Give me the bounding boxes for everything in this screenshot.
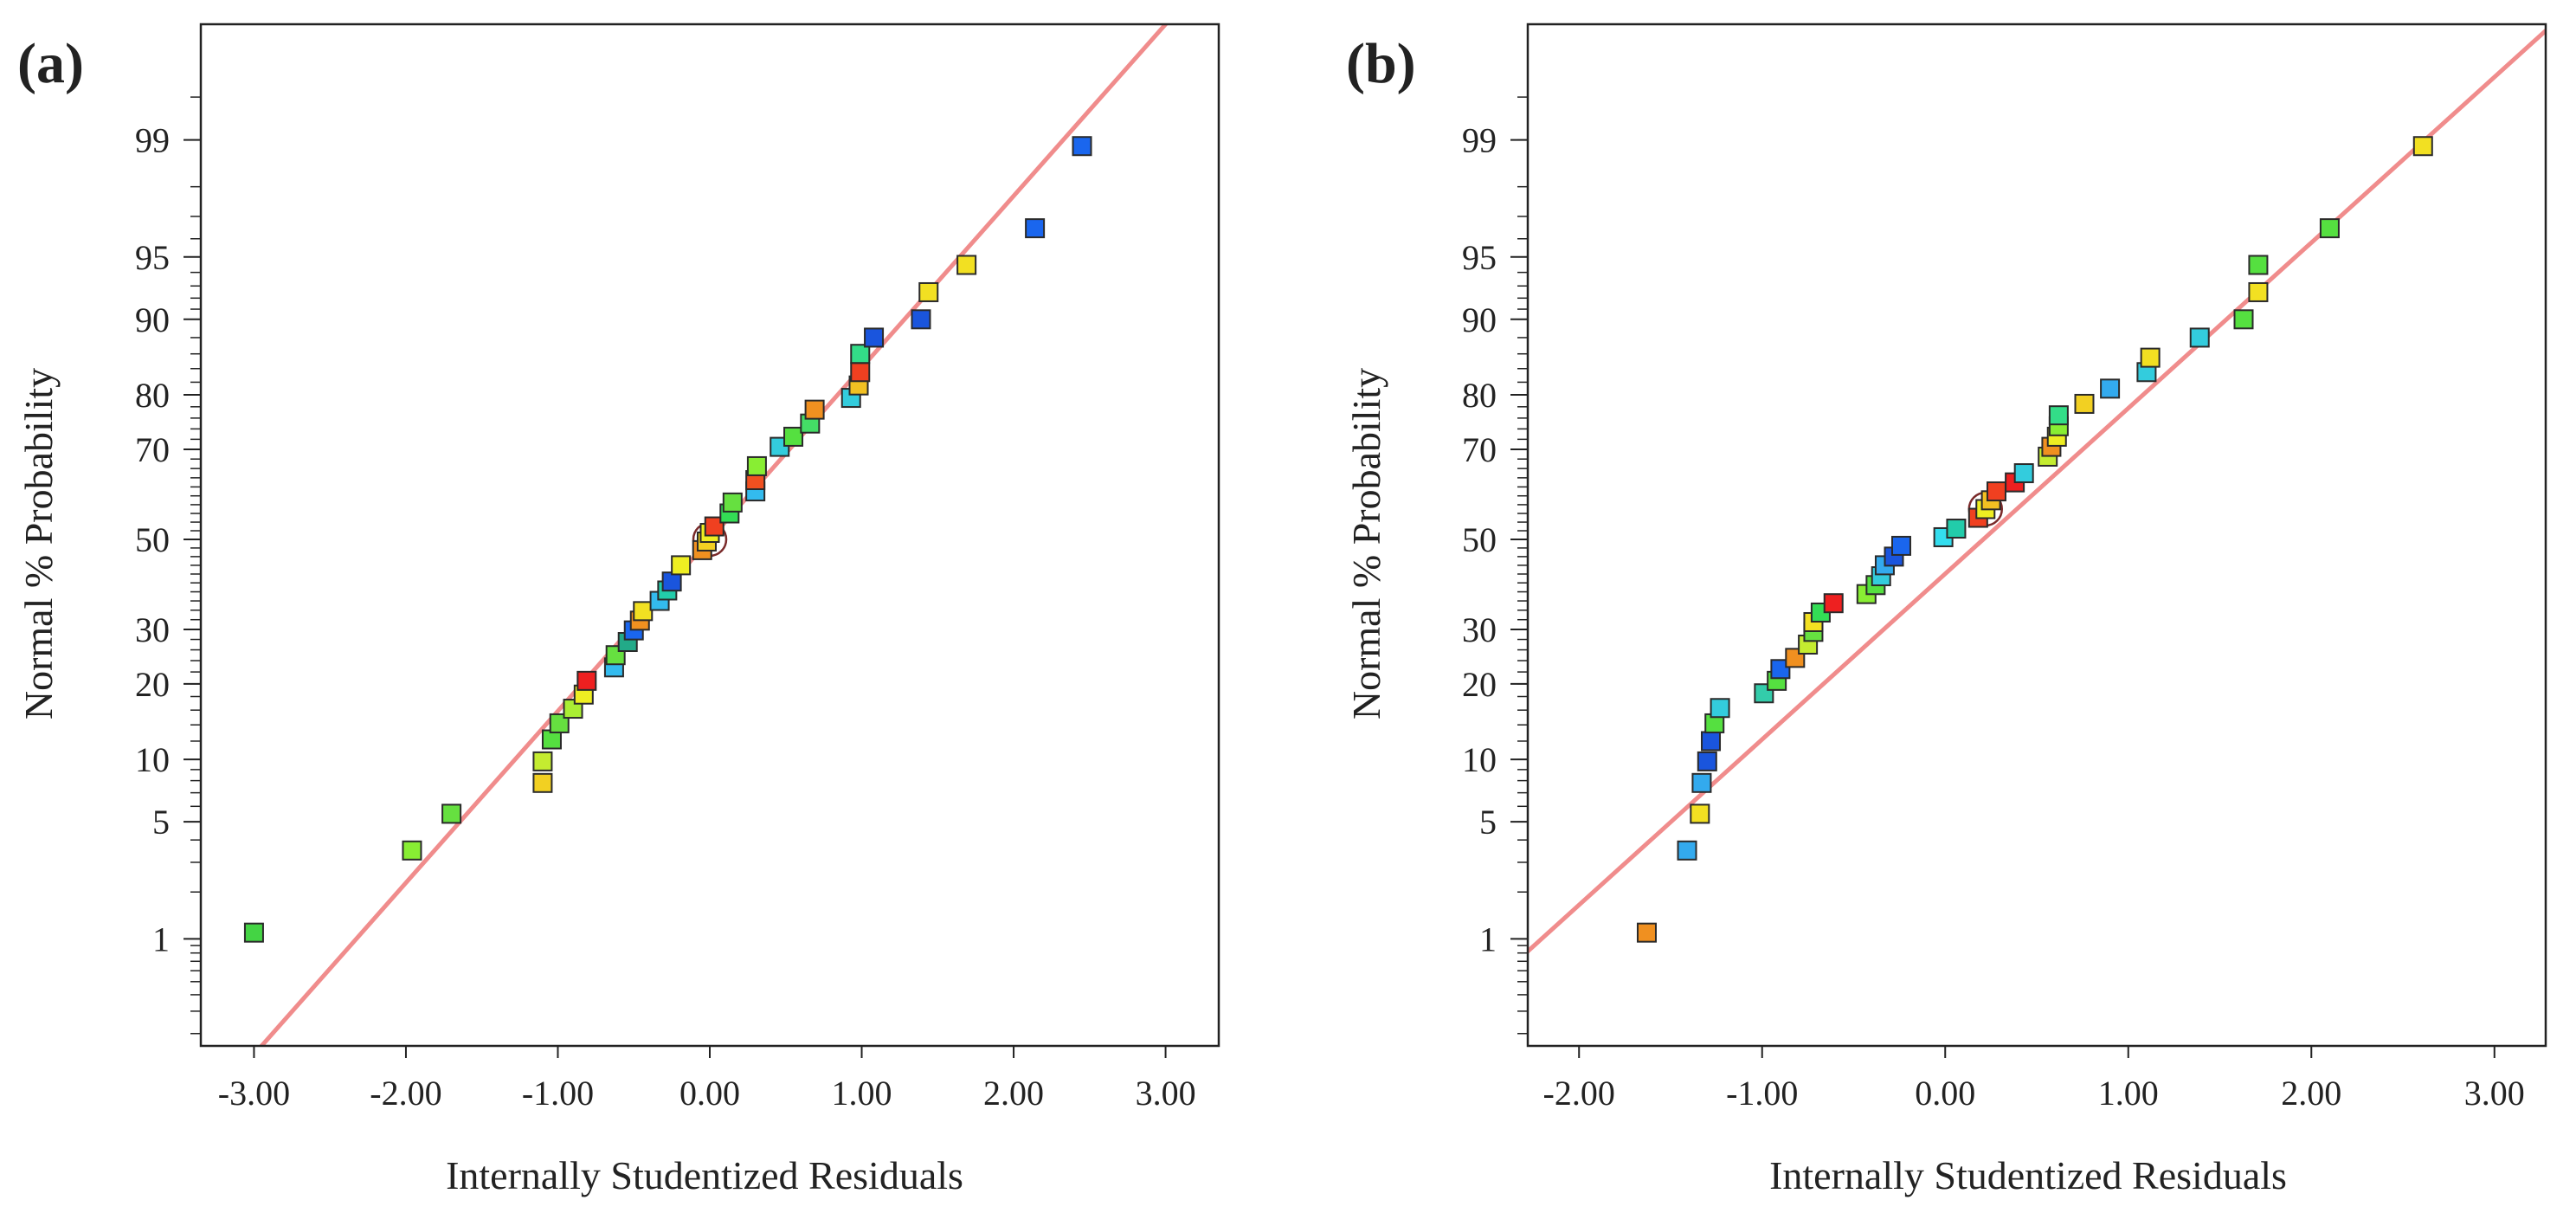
y-tick-label-b-1: 1: [1479, 919, 1497, 958]
axes-b: 1 5 10 20 30 50 70 80 90 95 99 -2.00 -1.00 0.00 1.00 2.…: [1462, 96, 2525, 1113]
y-tick-label-b-99: 99: [1462, 121, 1497, 160]
y-tick-label-b-10: 10: [1462, 740, 1497, 779]
y-tick-label-a-80: 80: [135, 376, 170, 415]
plot-area-b: [1528, 28, 2546, 955]
x-tick-label-b-0.00: 0.00: [1915, 1074, 1975, 1113]
data-point-a-16: [633, 601, 654, 622]
data-point-b-45: [2319, 218, 2340, 239]
data-point-b-3: [1690, 803, 1710, 824]
data-point-b-36: [2048, 405, 2069, 426]
x-tick-label-a--3.00: -3.00: [218, 1074, 290, 1113]
data-point-b-17: [1823, 593, 1844, 614]
y-tick-label-a-90: 90: [135, 300, 170, 339]
x-axis-title-b: Internally Studentized Residuals: [1769, 1153, 2287, 1197]
axes-a: 1 5 10 20 30 50 70 80 90 95 99 -3.00 -2.00 -1.00 0.00 1…: [135, 96, 1196, 1113]
panel-label-a: (a): [17, 32, 84, 95]
panel-label-b: (b): [1346, 32, 1416, 95]
data-point-a-33: [804, 399, 825, 420]
x-tick-label-a-2.00: 2.00: [983, 1074, 1044, 1113]
x-axis-title-a: Internally Studentized Residuals: [446, 1153, 963, 1197]
data-point-a-42: [1025, 218, 1046, 239]
x-tick-label-a-0.00: 0.00: [679, 1074, 740, 1113]
y-tick-label-b-90: 90: [1462, 300, 1497, 339]
y-tick-label-b-50: 50: [1462, 520, 1497, 559]
plot-area-a: [243, 24, 1169, 1046]
data-point-a-10: [576, 670, 597, 691]
x-tick-label-b-2.00: 2.00: [2281, 1074, 2341, 1113]
y-axis-title-b: Normal % Probability: [1344, 368, 1388, 719]
data-point-b-23: [1890, 535, 1911, 556]
y-tick-label-a-30: 30: [135, 610, 170, 649]
data-point-b-37: [2074, 393, 2095, 414]
data-point-b-42: [2233, 309, 2254, 330]
y-tick-label-a-50: 50: [135, 520, 170, 559]
x-tick-label-a--2.00: -2.00: [370, 1074, 441, 1113]
data-point-a-4: [532, 772, 553, 793]
y-tick-label-a-1: 1: [152, 919, 170, 958]
data-point-a-2: [402, 840, 422, 861]
data-point-a-26: [722, 492, 743, 513]
data-point-a-41: [956, 255, 977, 275]
data-point-b-11: [1770, 659, 1791, 680]
data-point-a-3: [441, 803, 462, 824]
y-tick-label-b-95: 95: [1462, 238, 1497, 277]
y-tick-label-a-20: 20: [135, 665, 170, 704]
data-point-a-5: [532, 751, 553, 771]
data-point-b-5: [1697, 751, 1717, 771]
data-point-a-7: [549, 713, 570, 733]
y-tick-label-a-5: 5: [152, 803, 170, 842]
data-point-a-31: [783, 426, 804, 447]
y-tick-label-b-30: 30: [1462, 610, 1497, 649]
x-tick-label-b--1.00: -1.00: [1726, 1074, 1798, 1113]
panel-a: (a) Normal % Probability Internally Stud…: [16, 23, 1220, 1197]
data-point-b-8: [1710, 698, 1730, 719]
y-tick-label-b-80: 80: [1462, 376, 1497, 415]
y-tick-label-b-20: 20: [1462, 665, 1497, 704]
data-point-b-40: [2140, 347, 2161, 368]
data-point-b-46: [2412, 136, 2433, 157]
data-point-a-38: [864, 327, 885, 348]
data-point-b-2: [1677, 840, 1697, 861]
data-point-a-43: [1072, 136, 1092, 157]
data-point-b-1: [1636, 922, 1657, 943]
data-point-b-43: [2248, 281, 2269, 302]
x-tick-label-a-3.00: 3.00: [1136, 1074, 1196, 1113]
reference-line-b: [1528, 28, 2546, 955]
data-point-b-6: [1701, 731, 1722, 752]
y-tick-label-a-99: 99: [135, 121, 170, 160]
data-point-a-1: [243, 922, 264, 943]
panel-b: (b) Normal % Probability Internally Stud…: [1344, 23, 2547, 1197]
x-tick-label-b-1.00: 1.00: [2098, 1074, 2159, 1113]
y-axis-title-a: Normal % Probability: [16, 368, 61, 719]
plot-frame-b: [1526, 23, 2547, 1048]
x-tick-label-a-1.00: 1.00: [832, 1074, 892, 1113]
data-point-b-31: [2013, 463, 2034, 484]
data-point-b-38: [2100, 378, 2121, 399]
y-tick-label-b-5: 5: [1479, 803, 1497, 842]
data-point-a-24: [704, 516, 724, 537]
data-point-b-41: [2189, 327, 2210, 348]
y-tick-label-a-70: 70: [135, 430, 170, 469]
data-point-a-29: [746, 455, 767, 476]
data-point-b-4: [1691, 772, 1712, 793]
data-point-b-44: [2248, 255, 2269, 275]
reference-line-a: [258, 24, 1169, 1046]
x-tick-label-b--2.00: -2.00: [1543, 1074, 1615, 1113]
y-tick-label-b-70: 70: [1462, 430, 1497, 469]
x-tick-label-b-3.00: 3.00: [2464, 1074, 2525, 1113]
data-point-b-29: [1986, 481, 2006, 502]
data-point-a-40: [918, 281, 939, 302]
y-tick-label-a-10: 10: [135, 740, 170, 779]
x-tick-label-a--1.00: -1.00: [522, 1074, 594, 1113]
data-point-a-39: [911, 309, 931, 330]
data-point-a-36: [850, 362, 871, 383]
data-point-a-37: [850, 344, 871, 365]
data-point-a-20: [671, 555, 692, 576]
data-point-b-25: [1946, 519, 1967, 539]
y-tick-label-a-95: 95: [135, 238, 170, 277]
